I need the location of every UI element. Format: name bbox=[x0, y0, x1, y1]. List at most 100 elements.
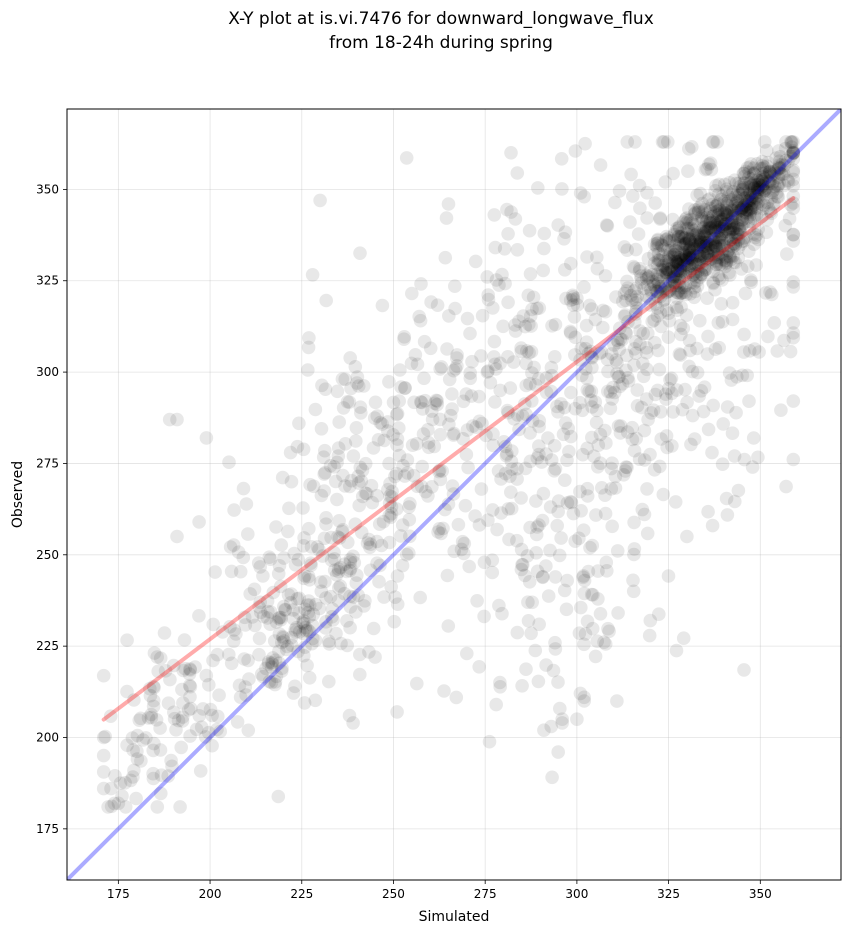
data-point bbox=[360, 486, 374, 501]
data-point bbox=[748, 165, 762, 180]
data-point bbox=[777, 333, 791, 348]
data-point bbox=[715, 234, 729, 248]
data-point bbox=[260, 594, 275, 608]
data-point bbox=[388, 590, 403, 604]
data-point bbox=[339, 564, 354, 579]
data-point bbox=[736, 216, 751, 231]
data-point bbox=[327, 545, 341, 560]
data-point bbox=[652, 280, 667, 295]
y-axis-label: Observed bbox=[10, 461, 26, 528]
data-point bbox=[680, 255, 695, 269]
data-point bbox=[738, 198, 752, 213]
data-point bbox=[693, 235, 708, 249]
data-point bbox=[334, 636, 348, 651]
data-point bbox=[742, 394, 756, 409]
data-point bbox=[679, 251, 694, 266]
data-point bbox=[627, 515, 641, 530]
data-point bbox=[175, 710, 190, 724]
data-point bbox=[690, 226, 705, 240]
data-point bbox=[650, 241, 664, 255]
data-point bbox=[771, 162, 786, 176]
data-point bbox=[700, 246, 714, 260]
data-point bbox=[714, 226, 729, 241]
data-point bbox=[338, 479, 352, 493]
data-point bbox=[747, 227, 761, 241]
data-point bbox=[274, 610, 288, 625]
data-point bbox=[205, 738, 219, 753]
data-point bbox=[386, 395, 401, 410]
data-point bbox=[707, 215, 722, 230]
data-point bbox=[124, 773, 138, 788]
data-point bbox=[728, 199, 742, 213]
data-point bbox=[611, 606, 625, 620]
x-tick-label: 175 bbox=[107, 887, 130, 901]
data-point bbox=[498, 276, 512, 291]
data-point bbox=[706, 251, 720, 266]
data-point bbox=[585, 430, 599, 445]
data-point bbox=[548, 462, 563, 476]
data-point bbox=[315, 549, 330, 563]
data-point bbox=[719, 491, 734, 506]
data-point bbox=[766, 175, 780, 190]
data-point bbox=[331, 564, 346, 579]
data-point bbox=[520, 549, 535, 563]
data-point bbox=[627, 542, 642, 556]
data-point bbox=[486, 301, 500, 315]
data-point bbox=[755, 158, 770, 173]
data-point bbox=[524, 626, 538, 641]
data-point bbox=[654, 238, 669, 252]
data-point bbox=[302, 671, 317, 685]
data-point bbox=[383, 489, 397, 504]
data-point bbox=[782, 211, 797, 226]
data-point bbox=[153, 743, 168, 757]
data-point bbox=[611, 370, 626, 384]
data-point bbox=[576, 569, 591, 583]
data-point bbox=[678, 237, 693, 251]
data-point bbox=[715, 314, 730, 329]
data-point bbox=[335, 372, 350, 386]
data-point bbox=[450, 348, 464, 362]
data-point bbox=[674, 252, 689, 267]
data-point bbox=[372, 574, 386, 589]
data-point bbox=[650, 272, 664, 287]
data-point bbox=[742, 160, 757, 174]
data-point bbox=[231, 545, 246, 559]
data-point bbox=[559, 291, 573, 306]
data-point bbox=[442, 372, 457, 387]
data-point bbox=[577, 694, 591, 708]
data-point bbox=[713, 203, 727, 217]
data-point bbox=[403, 529, 417, 544]
data-point bbox=[626, 189, 640, 203]
data-point bbox=[720, 208, 735, 222]
data-point bbox=[694, 210, 709, 224]
data-point bbox=[590, 261, 605, 276]
data-point bbox=[679, 308, 694, 323]
data-point bbox=[701, 224, 715, 238]
data-point bbox=[399, 547, 414, 562]
data-point bbox=[424, 295, 438, 309]
data-point bbox=[253, 595, 267, 610]
data-point bbox=[692, 389, 706, 403]
x-tick-label: 300 bbox=[565, 887, 588, 901]
data-point bbox=[675, 252, 689, 267]
data-point bbox=[712, 271, 727, 286]
data-point bbox=[737, 205, 751, 219]
data-point bbox=[641, 251, 656, 266]
data-point bbox=[354, 525, 369, 540]
data-point bbox=[770, 186, 784, 200]
data-point bbox=[716, 207, 730, 221]
data-point bbox=[552, 548, 567, 563]
data-point bbox=[271, 566, 286, 581]
data-point bbox=[579, 318, 594, 333]
data-point bbox=[728, 210, 743, 225]
data-point bbox=[658, 175, 673, 189]
data-point bbox=[703, 216, 717, 230]
data-point bbox=[111, 796, 126, 811]
data-point bbox=[716, 252, 730, 266]
data-point bbox=[710, 198, 725, 212]
data-point bbox=[512, 422, 526, 437]
data-point bbox=[619, 363, 633, 378]
data-point bbox=[358, 486, 373, 501]
data-point bbox=[298, 569, 312, 583]
data-point bbox=[713, 214, 728, 228]
